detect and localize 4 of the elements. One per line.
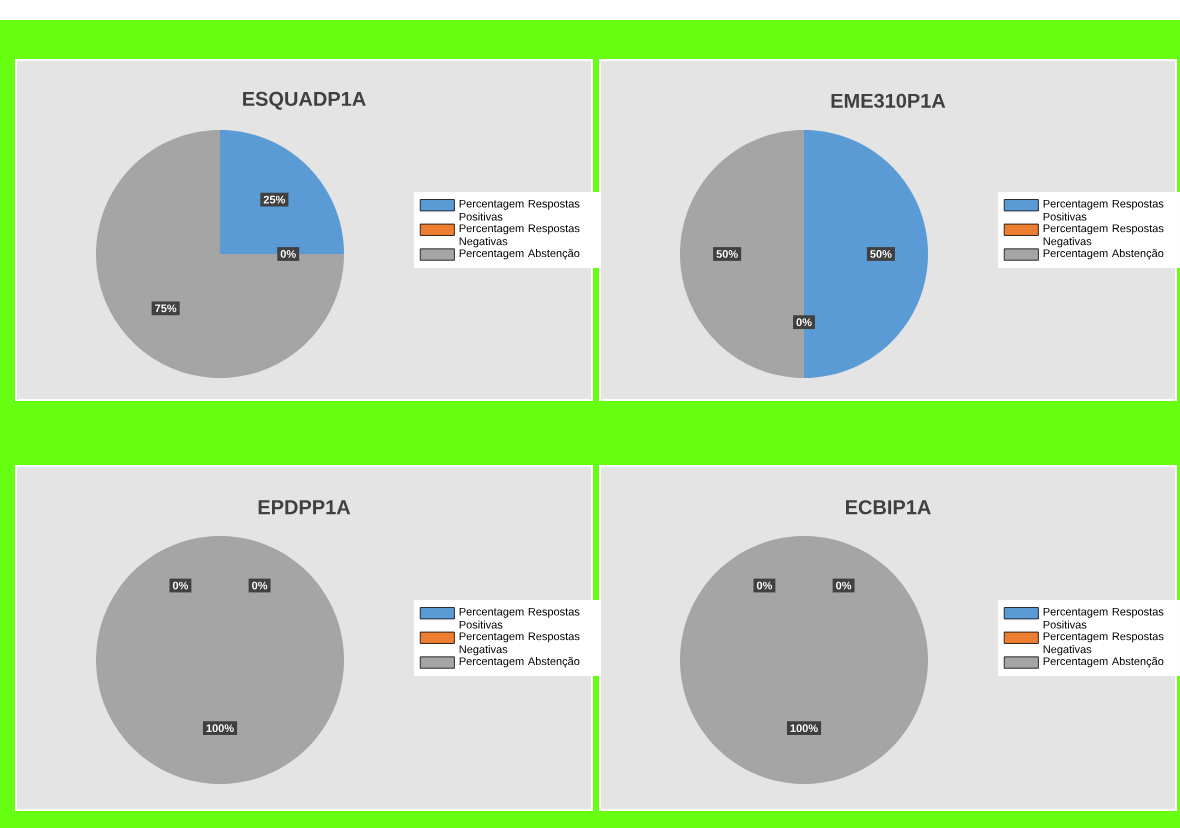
chart-title: EME310P1A <box>831 93 946 108</box>
chart-title: ECBIP1A <box>846 500 931 515</box>
chart-title: EPDPP1A <box>258 500 351 515</box>
chart-title: ESQUADP1A <box>243 91 366 110</box>
